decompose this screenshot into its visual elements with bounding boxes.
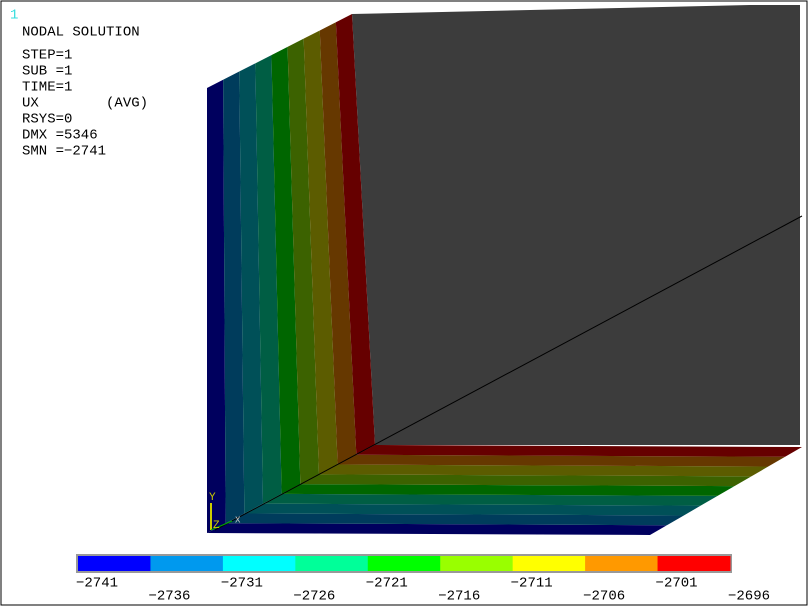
- legend-label: −2711: [511, 576, 553, 592]
- legend-swatch: [78, 556, 151, 571]
- flange-strip: [335, 14, 375, 455]
- flange-strip: [244, 503, 701, 516]
- legend-label: −2721: [366, 576, 408, 592]
- info-line: STEP=1: [22, 48, 72, 64]
- legend-swatch: [295, 556, 369, 571]
- info-line: RSYS=0: [22, 112, 72, 128]
- legend-label: −2716: [438, 589, 480, 605]
- flange-strip: [287, 38, 319, 485]
- legend-swatch: [512, 556, 586, 571]
- info-line: DMX =5346: [22, 128, 98, 144]
- triad: Y Z X: [209, 492, 241, 532]
- legend-label: −2726: [293, 589, 335, 605]
- flange-strip: [207, 523, 667, 535]
- legend-swatch: [150, 556, 224, 571]
- flange-strip: [356, 445, 802, 457]
- flange-strip: [239, 63, 263, 514]
- info-line: SMN =−2741: [22, 144, 106, 160]
- edge-line: [214, 215, 803, 531]
- flange-strip: [255, 55, 282, 504]
- legend-swatch: [440, 556, 514, 571]
- info-line: UX (AVG): [22, 96, 148, 112]
- triad-label: Z: [213, 520, 220, 532]
- legend: −2741 −2736 −2731 −2726 −2721 −2716 −2711 −2706…: [76, 554, 770, 605]
- flange-strip: [207, 79, 226, 534]
- flange-strip: [263, 493, 718, 506]
- legend-swatch: [657, 556, 731, 571]
- flange-strip: [337, 454, 786, 467]
- legend-swatch: [585, 556, 659, 571]
- flange-strip: [319, 464, 769, 477]
- flange-strip: [319, 22, 357, 465]
- gray-face: [352, 5, 800, 445]
- triad-axis: [210, 520, 233, 531]
- legend-label: −2701: [656, 576, 698, 592]
- info-line: SUB =1: [22, 64, 72, 80]
- legend-label: −2736: [148, 589, 190, 605]
- legend-swatch: [367, 556, 441, 571]
- model: [207, 5, 802, 535]
- triad-label: X: [235, 515, 241, 525]
- flange-strip: [225, 513, 684, 526]
- legend-label: −2731: [221, 576, 263, 592]
- flange-strip: [303, 30, 338, 475]
- legend-label: −2741: [76, 576, 118, 592]
- legend-swatch: [222, 556, 296, 571]
- flange-strip: [300, 474, 752, 487]
- legend-label: −2696: [728, 589, 770, 605]
- window-number: 1: [10, 8, 18, 24]
- flange-strip: [281, 484, 735, 496]
- flange-strip: [271, 46, 301, 494]
- legend-label: −2706: [583, 589, 625, 605]
- triad-label: Y: [209, 492, 216, 504]
- flange-strip: [223, 71, 245, 524]
- info-line: TIME=1: [22, 80, 72, 96]
- plot-title: NODAL SOLUTION: [22, 25, 140, 41]
